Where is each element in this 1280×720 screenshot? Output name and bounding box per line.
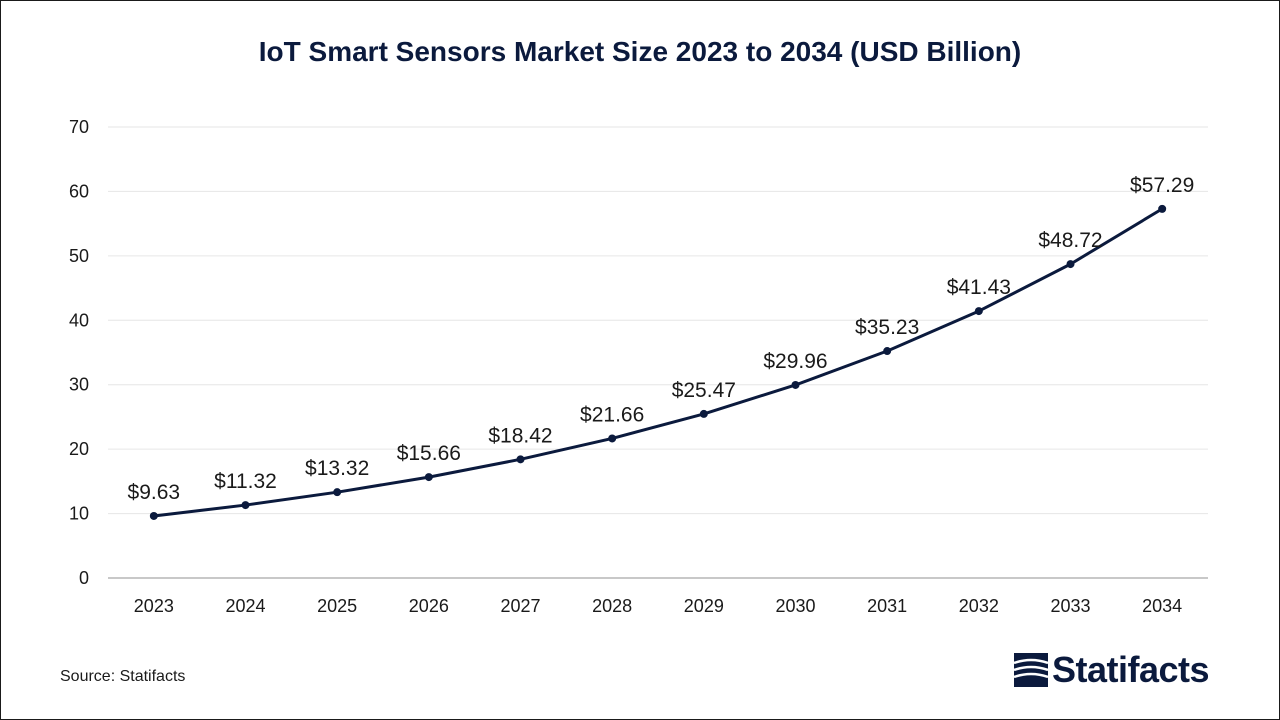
x-tick-label: 2028: [592, 596, 632, 616]
x-tick-label: 2026: [409, 596, 449, 616]
data-point: [883, 347, 892, 356]
y-tick-label: 40: [69, 310, 89, 330]
x-tick-label: 2023: [134, 596, 174, 616]
chart-title: IoT Smart Sensors Market Size 2023 to 20…: [258, 36, 1022, 67]
y-tick-label: 70: [69, 117, 89, 137]
y-tick-label: 60: [69, 181, 89, 201]
statifacts-logo-icon: [1014, 653, 1048, 687]
data-label: $18.42: [488, 424, 552, 447]
x-tick-label: 2024: [225, 596, 265, 616]
data-label: $35.23: [855, 316, 919, 339]
x-tick-label: 2033: [1050, 596, 1090, 616]
data-label: $9.63: [128, 481, 181, 504]
data-label: $41.43: [947, 276, 1011, 299]
logo-text: Statifacts: [1052, 649, 1210, 690]
data-point: [608, 434, 617, 443]
data-label: $11.32: [214, 470, 277, 493]
y-tick-label: 0: [79, 568, 89, 588]
data-point: [791, 380, 800, 389]
statifacts-logo: Statifacts: [1014, 649, 1210, 690]
x-tick-label: 2031: [867, 596, 907, 616]
x-tick-label: 2025: [317, 596, 357, 616]
data-label: $13.32: [305, 457, 369, 480]
data-point: [974, 307, 983, 316]
data-point: [333, 488, 342, 497]
y-tick-label: 10: [69, 504, 89, 524]
x-tick-label: 2027: [500, 596, 540, 616]
y-tick-label: 50: [69, 246, 89, 266]
data-point: [424, 473, 433, 482]
y-tick-label: 20: [69, 439, 89, 459]
source-note: Source: Statifacts: [60, 668, 186, 685]
data-label: $21.66: [580, 403, 644, 426]
data-label: $57.29: [1130, 174, 1194, 197]
data-label: $15.66: [397, 442, 461, 465]
x-tick-label: 2029: [684, 596, 724, 616]
y-tick-label: 30: [69, 375, 89, 395]
data-point: [699, 409, 708, 418]
data-point: [1158, 204, 1167, 213]
data-point: [241, 501, 250, 510]
data-point: [516, 455, 525, 464]
x-tick-label: 2030: [775, 596, 815, 616]
data-label: $25.47: [672, 379, 736, 402]
data-point: [149, 511, 158, 520]
data-point: [1066, 260, 1075, 269]
x-tick-label: 2032: [959, 596, 999, 616]
data-label: $48.72: [1038, 229, 1102, 252]
data-label: $29.96: [763, 350, 827, 373]
series-line: [153, 207, 1163, 518]
x-tick-label: 2034: [1142, 596, 1182, 616]
